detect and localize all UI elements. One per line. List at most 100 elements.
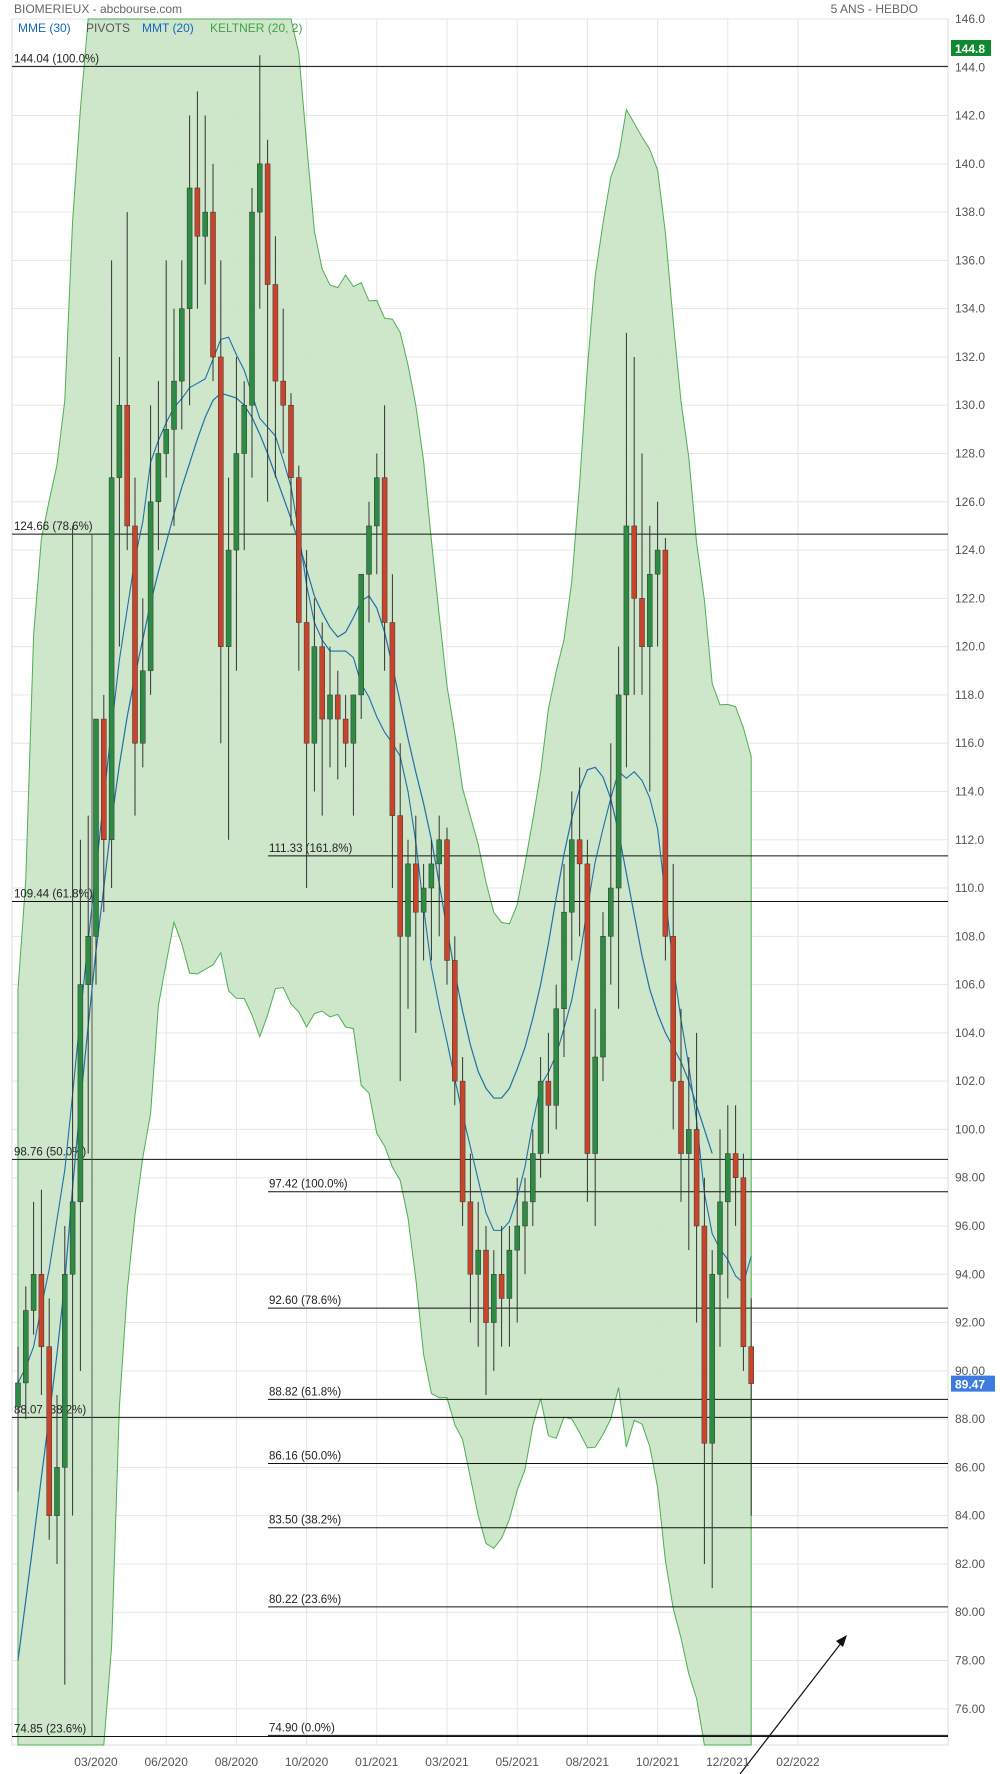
candle	[366, 501, 372, 623]
candle-body	[15, 1382, 21, 1408]
candle	[132, 477, 138, 816]
candle-body	[140, 670, 146, 744]
y-tick-label: 120.0	[955, 640, 985, 654]
candle	[257, 55, 263, 309]
y-tick-label: 122.0	[955, 591, 985, 605]
legend-mmt[interactable]: MMT (20)	[142, 21, 194, 35]
y-tick-label: 76.00	[955, 1702, 985, 1716]
legend-mme[interactable]: MME (30)	[18, 21, 71, 35]
candle-body	[389, 622, 396, 816]
candle-body	[654, 549, 661, 575]
y-tick-label: 134.0	[955, 302, 985, 316]
y-tick-label: 144.0	[955, 60, 985, 74]
mmt-line	[17, 336, 752, 1384]
candle	[647, 525, 653, 792]
candle-body	[311, 646, 318, 744]
candle	[654, 501, 661, 647]
candle	[335, 670, 341, 780]
fib-label: 124.66 (78.6%)	[14, 521, 93, 533]
candle	[186, 115, 193, 406]
y-tick-label: 136.0	[955, 253, 985, 267]
y-tick-label: 140.0	[955, 157, 985, 171]
candle	[38, 1189, 45, 1395]
candle-body	[69, 1201, 76, 1275]
candle-body	[717, 1201, 723, 1275]
candle	[693, 1032, 700, 1323]
last-price-text: 89.47	[955, 1378, 985, 1392]
candle	[530, 1129, 536, 1226]
candle	[327, 646, 333, 768]
y-tick-label: 82.00	[955, 1557, 985, 1571]
candle	[249, 187, 255, 478]
candle	[670, 863, 676, 1130]
y-tick-label: 96.00	[955, 1219, 985, 1233]
candle-body	[662, 549, 669, 937]
candle	[23, 1286, 29, 1420]
candle	[717, 1129, 723, 1347]
candle	[397, 743, 403, 1082]
candle	[202, 115, 208, 285]
candle-body	[23, 1310, 29, 1384]
fib-label: 144.04 (100.0%)	[14, 53, 99, 65]
candle	[725, 1105, 731, 1299]
candle	[608, 743, 614, 985]
candle	[740, 1153, 747, 1371]
candle-body	[584, 863, 591, 1154]
candle-body	[77, 984, 84, 1203]
candle	[288, 393, 294, 526]
candle-body	[639, 598, 645, 647]
y-tick-label: 126.0	[955, 495, 985, 509]
candle-body	[483, 1249, 489, 1323]
candle-body	[296, 477, 302, 623]
candle-body	[732, 1153, 739, 1178]
legend-keltner[interactable]: KELTNER (20, 2)	[210, 21, 302, 35]
x-axis: 03/2020 06/2020 08/2020 10/2020 01/2021 03/20…	[74, 1755, 820, 1769]
candle	[280, 308, 286, 454]
candle	[311, 598, 318, 792]
candle	[374, 453, 380, 575]
candle	[514, 1177, 520, 1323]
y-tick-label: 124.0	[955, 543, 985, 557]
price-tags: 144.8 89.47	[951, 39, 995, 1392]
candle	[358, 573, 364, 720]
candle-body	[647, 573, 653, 647]
candle	[303, 550, 310, 889]
candle	[452, 936, 458, 1106]
candle-body	[350, 694, 357, 744]
fib-label: 83.50 (38.2%)	[269, 1515, 341, 1527]
candle-body	[693, 1129, 700, 1227]
x-tick-label: 10/2021	[636, 1755, 680, 1769]
x-tick-label: 03/2021	[425, 1755, 469, 1769]
candle-body	[530, 1153, 536, 1203]
y-tick-label: 94.00	[955, 1267, 985, 1281]
candle	[77, 839, 84, 1371]
top-price-text: 144.8	[955, 42, 985, 56]
last-price-tag	[951, 1375, 995, 1392]
y-tick-label: 116.0	[955, 736, 984, 750]
candle-body	[257, 163, 263, 213]
y-tick-label: 142.0	[955, 109, 985, 123]
legend-pivots[interactable]: PIVOTS	[86, 21, 130, 35]
candle-body	[163, 429, 169, 454]
candle	[709, 1250, 715, 1589]
candle-body	[288, 404, 294, 478]
candle	[69, 525, 76, 1516]
candle-body	[553, 1008, 559, 1106]
candle-body	[147, 501, 154, 672]
y-tick-label: 86.00	[955, 1460, 985, 1474]
candle	[241, 381, 247, 551]
y-tick-label: 92.00	[955, 1316, 985, 1330]
candle-body	[592, 1056, 598, 1154]
candle-body	[358, 573, 364, 696]
candle	[569, 791, 575, 961]
candle	[537, 1057, 544, 1178]
candle	[506, 1225, 513, 1347]
candle	[342, 694, 349, 768]
y-tick-label: 98.00	[955, 1171, 985, 1185]
candle-body	[54, 1467, 60, 1516]
candle	[678, 1008, 684, 1202]
candle-body	[241, 404, 247, 454]
candle	[155, 381, 162, 551]
candle	[631, 356, 637, 695]
